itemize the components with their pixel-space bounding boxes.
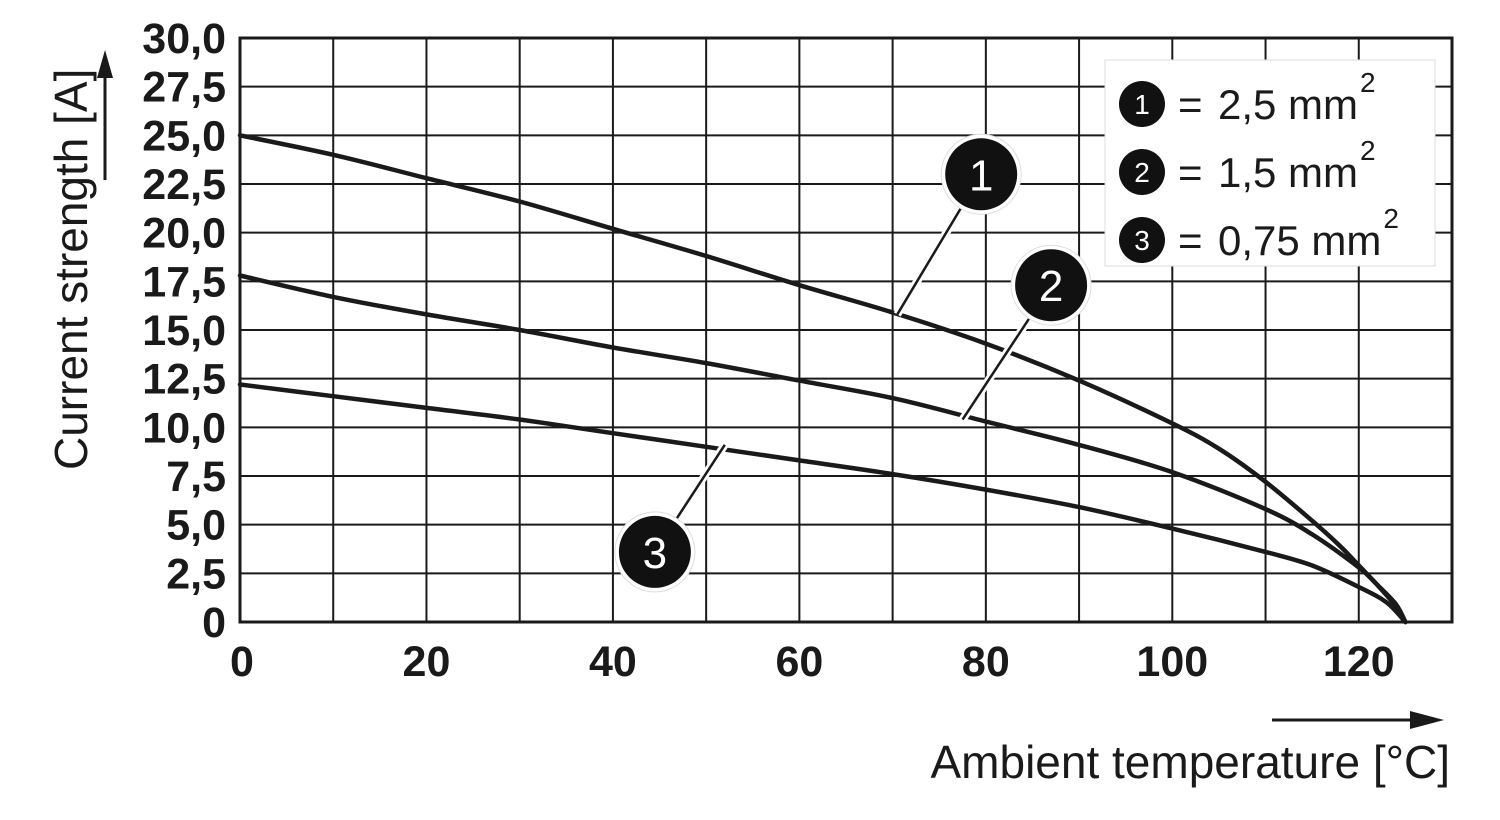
x-tick-label: 120 [1323, 638, 1395, 686]
y-tick-label: 17,5 [142, 258, 226, 306]
y-axis-arrow-head [97, 50, 113, 78]
y-tick-label: 10,0 [142, 404, 226, 452]
x-tick-label: 0 [230, 638, 254, 686]
curves [237, 133, 1408, 625]
x-tick-label: 20 [403, 638, 451, 686]
legend-value: 2,5 mm [1218, 81, 1358, 128]
x-tick-label: 60 [775, 638, 823, 686]
y-axis-label-group: Current strength [A] [45, 50, 113, 470]
legend-value: 1,5 mm [1218, 149, 1358, 196]
y-axis-label: Current strength [A] [45, 69, 97, 470]
y-tick-label: 7,5 [166, 453, 226, 501]
curve-2 [237, 273, 1408, 625]
x-tick-labels: 0 20 40 60 80 100 120 [230, 638, 1395, 686]
curve-markers: 1 2 3 [614, 133, 1092, 593]
marker-circle [618, 515, 691, 588]
legend: 1 = 2,5 mm 22 = 1,5 mm 23 = 0,75 mm 2 [1104, 59, 1436, 267]
y-tick-label: 30,0 [142, 15, 226, 63]
y-tick-label: 22,5 [142, 161, 226, 209]
y-tick-label: 2,5 [166, 550, 226, 598]
x-tick-label: 40 [589, 638, 637, 686]
curve-1 [237, 133, 1408, 625]
y-tick-label: 5,0 [166, 502, 226, 550]
x-axis-arrow-head [1410, 711, 1444, 729]
legend-marker-1 [1119, 81, 1165, 127]
plot-frame [238, 36, 1454, 624]
y-tick-label: 25,0 [142, 112, 226, 160]
legend-equals: = [1178, 149, 1203, 196]
legend-superscript: 2 [1383, 203, 1399, 234]
legend-marker-label: 3 [1134, 225, 1150, 256]
legend-marker-2 [1119, 149, 1165, 195]
marker-label-2: 2 [1039, 262, 1063, 311]
marker-label-1: 1 [969, 151, 993, 200]
legend-marker-3 [1119, 217, 1165, 263]
y-tick-labels: 02,55,07,510,012,515,017,520,022,525,027… [142, 15, 226, 647]
legend-marker-label: 1 [1134, 89, 1150, 120]
legend-equals: = [1178, 81, 1203, 128]
x-axis-label-group: Ambient temperature [°C] [931, 711, 1451, 788]
x-tick-label: 80 [962, 638, 1010, 686]
x-axis-label: Ambient temperature [°C] [931, 736, 1451, 788]
marker-circle [1015, 249, 1088, 322]
legend-equals: = [1178, 217, 1203, 264]
marker-circle [945, 138, 1018, 211]
y-tick-label: 0 [202, 599, 226, 647]
legend-value: 0,75 mm [1218, 217, 1381, 264]
x-tick-label: 100 [1136, 638, 1208, 686]
y-tick-label: 12,5 [142, 356, 226, 404]
y-tick-label: 20,0 [142, 210, 226, 258]
y-tick-label: 15,0 [142, 307, 226, 355]
legend-marker-label: 2 [1134, 157, 1150, 188]
marker-label-3: 3 [643, 529, 667, 578]
y-tick-label: 27,5 [142, 64, 226, 112]
curve-3 [237, 382, 1408, 625]
legend-superscript: 2 [1360, 67, 1376, 98]
legend-superscript: 2 [1360, 135, 1376, 166]
